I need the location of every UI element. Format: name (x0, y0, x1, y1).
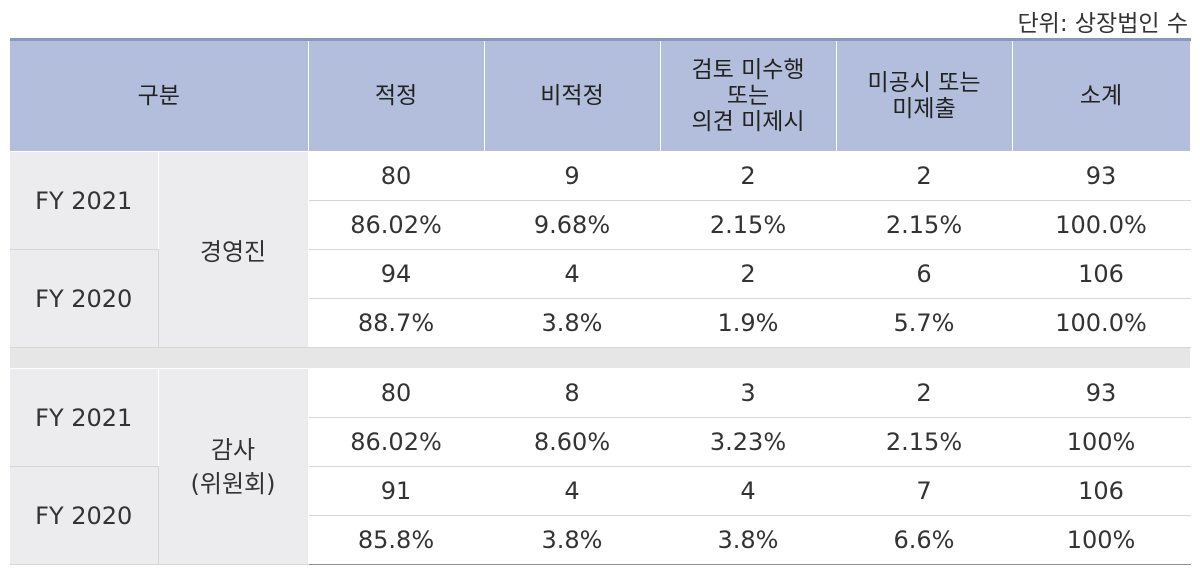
count-cell: 4 (659, 466, 837, 516)
percent-cell: 8.60% (483, 417, 661, 467)
count-cell: 4 (483, 249, 661, 299)
separator-cell (10, 347, 1191, 369)
group-label: 경영진 (157, 151, 309, 348)
unit-label: 단위: 상장법인 수 (1017, 11, 1189, 37)
fiscal-year-label: FY 2020 (10, 466, 159, 565)
header-subtotal: 소계 (1011, 38, 1191, 152)
count-cell: 7 (835, 466, 1013, 516)
percent-cell: 6.6% (835, 515, 1013, 565)
header-not-reviewed: 검토 미수행 또는 의견 미제시 (659, 38, 837, 152)
table-row: FY 2020 94 4 2 6 106 (10, 249, 1191, 348)
percent-cell: 88.7% (307, 298, 485, 348)
fiscal-year-label: FY 2021 (10, 151, 159, 250)
count-cell: 9 (483, 151, 661, 201)
table-row: FY 2021 감사 (위원회) 80 8 3 2 93 (10, 368, 1191, 565)
count-cell: 93 (1011, 151, 1191, 201)
audit-opinion-table: 구분 적정 비적정 검토 미수행 또는 의견 미제시 미공시 또는 미제출 소계… (10, 38, 1191, 565)
percent-cell: 86.02% (307, 417, 485, 467)
header-category: 구분 (10, 38, 309, 152)
percent-cell: 3.8% (483, 298, 661, 348)
count-cell: 3 (659, 368, 837, 418)
count-cell: 2 (659, 249, 837, 299)
count-cell: 6 (835, 249, 1013, 299)
percent-cell: 85.8% (307, 515, 485, 565)
fiscal-year-label: FY 2021 (10, 368, 159, 467)
section-separator (10, 347, 1191, 369)
count-cell: 2 (835, 151, 1013, 201)
percent-cell: 100% (1011, 515, 1191, 565)
percent-cell: 86.02% (307, 200, 485, 250)
header-not-disclosed: 미공시 또는 미제출 (835, 38, 1013, 152)
count-cell: 80 (307, 151, 485, 201)
percent-cell: 100.0% (1011, 200, 1191, 250)
percent-cell: 100% (1011, 417, 1191, 467)
percent-cell: 3.23% (659, 417, 837, 467)
percent-cell: 2.15% (835, 417, 1013, 467)
percent-cell: 2.15% (835, 200, 1013, 250)
table-row: 88.7% 3.8% 1.9% 5.7% 100.0% (10, 298, 1191, 348)
count-cell: 91 (307, 466, 485, 516)
count-cell: 93 (1011, 368, 1191, 418)
percent-cell: 1.9% (659, 298, 837, 348)
table-row: 85.8% 3.8% 3.8% 6.6% 100% (10, 515, 1191, 565)
count-cell: 106 (1011, 466, 1191, 516)
header-inappropriate: 비적정 (483, 38, 661, 152)
percent-cell: 9.68% (483, 200, 661, 250)
percent-cell: 3.8% (659, 515, 837, 565)
percent-cell: 100.0% (1011, 298, 1191, 348)
count-cell: 4 (483, 466, 661, 516)
percent-cell: 5.7% (835, 298, 1013, 348)
count-cell: 2 (659, 151, 837, 201)
percent-cell: 2.15% (659, 200, 837, 250)
header-appropriate: 적정 (307, 38, 485, 152)
header-row: 구분 적정 비적정 검토 미수행 또는 의견 미제시 미공시 또는 미제출 소계 (10, 38, 1191, 152)
count-cell: 106 (1011, 249, 1191, 299)
table-row: FY 2021 경영진 80 9 2 2 93 (10, 151, 1191, 348)
count-cell: 94 (307, 249, 485, 299)
table-row: 86.02% 8.60% 3.23% 2.15% 100% (10, 417, 1191, 467)
count-cell: 8 (483, 368, 661, 418)
percent-cell: 3.8% (483, 515, 661, 565)
group-label: 감사 (위원회) (157, 368, 309, 565)
count-cell: 2 (835, 368, 1013, 418)
table-row: FY 2020 91 4 4 7 106 (10, 466, 1191, 565)
count-cell: 80 (307, 368, 485, 418)
fiscal-year-label: FY 2020 (10, 249, 159, 348)
